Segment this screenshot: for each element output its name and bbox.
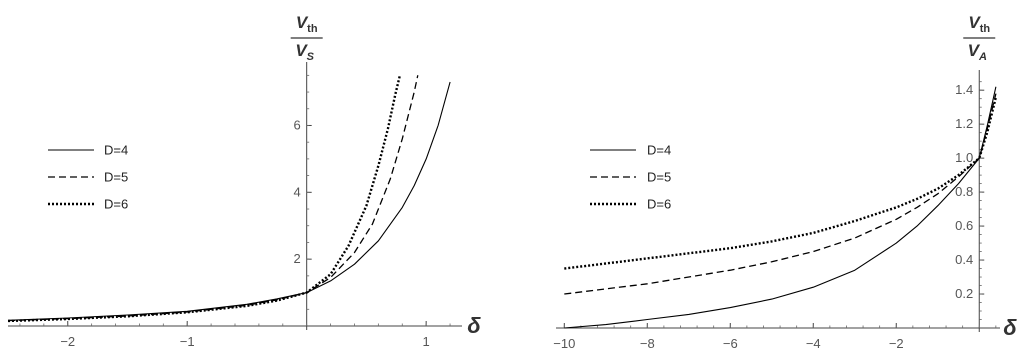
legend-label: D=4 <box>104 143 128 158</box>
y-tick-label: 0.8 <box>955 184 973 199</box>
x-tick-label: −10 <box>553 336 575 351</box>
y-label-denominator: VA <box>968 41 987 63</box>
x-tick-label: 1 <box>423 334 430 349</box>
x-axis-label: δ <box>467 313 481 338</box>
x-axis-label: δ <box>1003 315 1017 340</box>
series-line-d4 <box>564 86 997 329</box>
left-chart: −2 −1 1 2 4 6 D=4 D=5 D=6 Vth VS δ <box>7 13 481 349</box>
x-tick-label: −6 <box>723 336 738 351</box>
series-line-d5 <box>7 75 419 322</box>
series-line-d5 <box>564 93 997 295</box>
x-tick-label: −4 <box>806 336 821 351</box>
x-tick-label: −1 <box>180 334 195 349</box>
y-tick-label: 0.2 <box>955 286 973 301</box>
y-tick-label: 1.2 <box>955 116 973 131</box>
y-tick-label: 1.0 <box>955 150 973 165</box>
y-label-denominator: VS <box>295 41 314 63</box>
x-tick-label: −8 <box>640 336 655 351</box>
y-label-numerator: Vth <box>296 13 318 35</box>
series-line-d6 <box>7 75 402 323</box>
y-axis-label: Vth VA <box>963 13 996 63</box>
y-axis-label: Vth VS <box>290 13 323 63</box>
y-tick-label: 2 <box>293 251 300 266</box>
legend-label: D=6 <box>104 197 128 212</box>
y-tick-label: 0.6 <box>955 218 973 233</box>
legend-label: D=5 <box>647 170 671 185</box>
legend-label: D=5 <box>104 170 128 185</box>
x-tick-label: −2 <box>889 336 904 351</box>
y-label-numerator: Vth <box>968 13 990 35</box>
legend-label: D=6 <box>647 197 671 212</box>
series-line-d6 <box>564 96 998 270</box>
y-tick-label: 1.4 <box>955 82 973 97</box>
series-line-d4 <box>7 81 451 321</box>
x-tick-label: −2 <box>60 334 75 349</box>
y-tick-label: 0.4 <box>955 252 973 267</box>
right-chart: −10 −8 −6 −4 −2 0.2 0.4 0.6 0.8 1.0 1.2 1.4 D=4 D=5 D=… <box>553 13 1017 351</box>
legend-label: D=4 <box>647 143 671 158</box>
y-tick-label: 6 <box>293 117 300 132</box>
y-tick-label: 4 <box>293 184 300 199</box>
